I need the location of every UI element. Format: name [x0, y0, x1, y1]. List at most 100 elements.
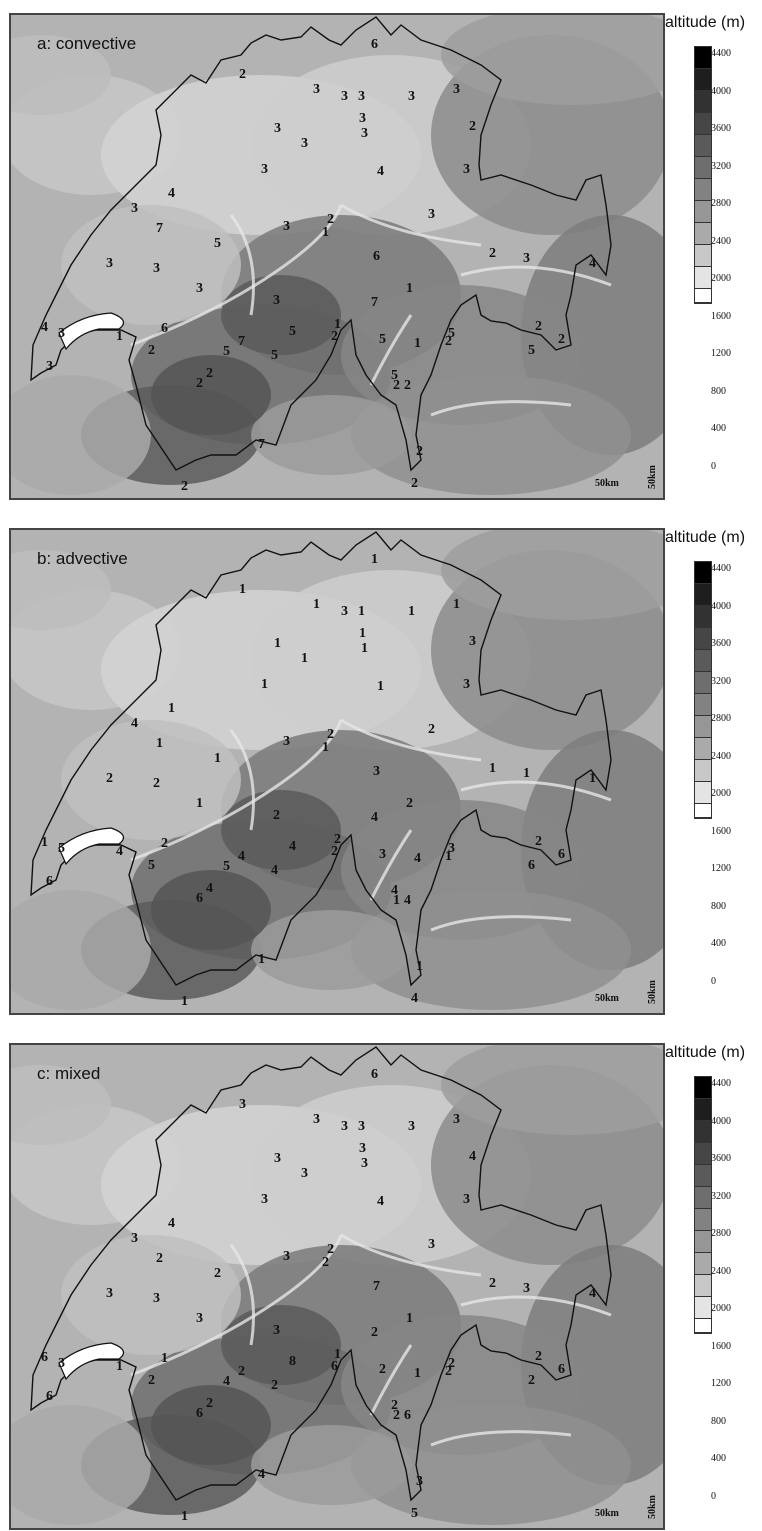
legend-swatch	[695, 157, 711, 179]
station-value: 5	[271, 348, 278, 363]
station-value: 2	[181, 479, 188, 494]
legend-swatch	[695, 135, 711, 157]
station-value: 1	[181, 994, 188, 1009]
legend-swatch	[695, 1253, 711, 1275]
legend-label: 0	[711, 1490, 716, 1502]
legend-swatch	[695, 606, 711, 628]
station-value: 7	[258, 437, 265, 452]
border-outline	[30, 531, 612, 987]
station-value: 5	[411, 1506, 418, 1521]
station-value: 3	[361, 1156, 368, 1171]
panel-convective: a: convective 6 2 3 3 3 3 3 3 3 3 3 2 3 4 3 3 4 7 3 1 2 3 3 3 5 6 2…	[0, 0, 762, 500]
legend-label: 4000	[711, 600, 731, 612]
panel-title: a: convective	[37, 34, 137, 53]
station-value: 2	[322, 1255, 329, 1270]
station-value: 1	[416, 959, 423, 974]
station-value: 5	[448, 326, 455, 341]
legend-label: 3600	[711, 123, 731, 134]
station-value: 2	[106, 771, 113, 786]
legend-label: 2000	[711, 273, 731, 284]
station-value: 3	[283, 219, 290, 234]
station-value: 2	[489, 1276, 496, 1291]
terrain-map	[11, 1045, 663, 1528]
station-value: 2	[535, 834, 542, 849]
station-value: 4	[589, 256, 596, 271]
legend-label: 0	[711, 975, 716, 987]
legend-swatch	[695, 738, 711, 760]
station-value: 3	[453, 1112, 460, 1127]
station-value: 3	[196, 281, 203, 296]
station-value: 1	[301, 651, 308, 666]
station-value: 1	[239, 582, 246, 597]
scale-x-label: 50km	[595, 478, 619, 489]
legend-label: 1600	[711, 1340, 731, 1352]
station-value: 2	[161, 836, 168, 851]
station-value: 6	[371, 1067, 378, 1082]
station-value: 1	[322, 225, 329, 240]
station-value: 3	[283, 1249, 290, 1264]
legend-label: 1200	[711, 348, 731, 359]
station-value: 5	[379, 332, 386, 347]
station-value: 4	[377, 164, 384, 179]
station-value: 3	[408, 1119, 415, 1134]
legend-swatch	[695, 245, 711, 267]
terrain-map	[11, 15, 663, 498]
station-value: 3	[58, 1356, 65, 1371]
map-frame: c: mixed 6 3 3 3 3 3 3 3 3 3 3 4 3 4 3 3 4 2 3 2 2 3 3 3 2 7 2 3 4 3 2 1…	[9, 1043, 665, 1530]
station-value: 4	[206, 881, 213, 896]
station-value: 5	[528, 343, 535, 358]
legend-swatch	[695, 584, 711, 606]
legend-swatch	[695, 1143, 711, 1165]
station-value: 3	[453, 82, 460, 97]
legend-colorbar	[694, 1076, 712, 1334]
station-value: 1	[116, 1359, 123, 1374]
legend-title: altitude (m)	[665, 14, 746, 31]
panel-advective: b: advective 1 1 1 3 1 1 1 1 1 1 1 3 1 1 3 4 1 1 3 1 2 2 2 2 1 3 1 1…	[0, 515, 762, 1015]
station-value: 2	[391, 1398, 398, 1413]
panel-title: c: mixed	[37, 1064, 101, 1083]
station-value: 3	[523, 1281, 530, 1296]
station-value: 1	[334, 1347, 341, 1362]
legend-label: 4000	[711, 1115, 731, 1127]
station-value: 1	[445, 849, 452, 864]
station-value: 1	[414, 1366, 421, 1381]
legend-title: altitude (m)	[665, 529, 746, 546]
legend-swatch	[695, 47, 711, 69]
legend-swatch	[695, 1209, 711, 1231]
legend-swatch	[695, 1319, 711, 1333]
station-value: 3	[274, 1151, 281, 1166]
station-value: 3	[106, 256, 113, 271]
legend-label: 800	[711, 1415, 726, 1427]
legend-label: 4400	[711, 563, 731, 574]
station-value: 2	[334, 832, 341, 847]
station-value: 3	[283, 734, 290, 749]
station-value: 2	[371, 1325, 378, 1340]
station-value: 2	[416, 444, 423, 459]
station-value: 3	[239, 1097, 246, 1112]
station-value: 3	[131, 201, 138, 216]
station-value: 1	[41, 835, 48, 850]
legend-label: 1200	[711, 1378, 731, 1389]
station-value: 2	[528, 1373, 535, 1388]
station-value: 3	[341, 604, 348, 619]
scale-y-label: 50km	[647, 1495, 658, 1519]
station-value: 1	[322, 740, 329, 755]
station-value: 4	[271, 863, 278, 878]
station-value: 2	[153, 776, 160, 791]
station-value: 3	[463, 677, 470, 692]
legend-swatch	[695, 760, 711, 782]
station-value: 3	[261, 1192, 268, 1207]
station-value: 2	[379, 1362, 386, 1377]
legend-label: 2000	[711, 788, 731, 799]
legend-swatch	[695, 1099, 711, 1121]
legend-swatch	[695, 113, 711, 135]
station-value: 1	[168, 701, 175, 716]
station-value: 3	[196, 1311, 203, 1326]
station-value: 1	[371, 552, 378, 567]
station-value: 4	[258, 1467, 265, 1482]
station-value: 2	[196, 376, 203, 391]
station-value: 6	[331, 1359, 338, 1374]
legend-title: altitude (m)	[665, 1044, 746, 1061]
station-value: 2	[393, 1408, 400, 1423]
station-value: 4	[289, 839, 296, 854]
